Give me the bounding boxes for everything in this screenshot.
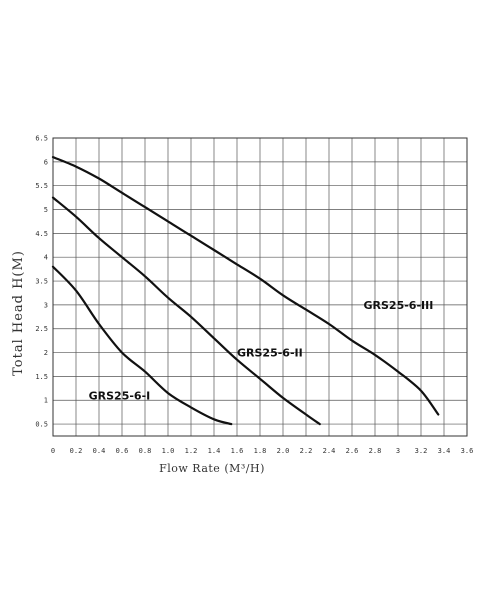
x-tick-label: 2.0	[277, 447, 290, 455]
y-tick-label: 0.5	[35, 421, 48, 429]
y-tick-label: 2	[44, 349, 48, 357]
x-tick-label: 3.4	[438, 447, 451, 455]
x-tick-label: 0.8	[139, 447, 152, 455]
x-tick-label: 1.4	[208, 447, 221, 455]
x-axis-title: Flow Rate (M³/H)	[159, 462, 265, 475]
x-tick-label: 2.6	[346, 447, 359, 455]
y-axis-title: Total Head H(M)	[11, 250, 26, 376]
plot-frame	[52, 137, 468, 437]
chart-grid	[52, 137, 468, 436]
plot-border	[52, 137, 468, 437]
y-tick-label: 6	[44, 158, 48, 166]
y-tick-label: 6.5	[35, 135, 48, 143]
series-labels: GRS25-6-I GRS25-6-II GRS25-6-III	[89, 299, 434, 403]
x-tick-label: 1.6	[231, 447, 244, 455]
y-tick-label: 4	[44, 254, 48, 262]
x-tick-label: 2.2	[300, 447, 313, 455]
y-tick-label: 1	[44, 397, 48, 405]
x-tick-label: 3.6	[461, 447, 474, 455]
series-line-3	[51, 156, 440, 416]
series-line-2	[51, 196, 321, 426]
series-label-1: GRS25-6-I	[89, 389, 151, 402]
y-axis-ticks: 0.5 1 1.5 2 2.5 3 3.5 4 4.5 5 5.5 6 6.5	[35, 135, 48, 429]
x-tick-label: 1.8	[254, 447, 267, 455]
x-tick-label: 1.0	[162, 447, 175, 455]
x-tick-label: 3	[396, 447, 400, 455]
y-tick-label: 3	[44, 301, 48, 309]
series-label-2: GRS25-6-II	[237, 347, 303, 360]
x-tick-label: 0.6	[116, 447, 129, 455]
y-tick-label: 5.5	[35, 182, 48, 190]
x-tick-label: 2.4	[323, 447, 336, 455]
x-tick-label: 3.2	[415, 447, 428, 455]
x-tick-label: 0.4	[93, 447, 106, 455]
y-tick-label: 4.5	[35, 230, 48, 238]
x-tick-label: 0	[51, 447, 55, 455]
y-tick-label: 2.5	[35, 325, 48, 333]
x-tick-label: 1.2	[185, 447, 198, 455]
x-axis-ticks: 0 0.2 0.4 0.6 0.8 1.0 1.2 1.4 1.6 1.8 2.0 2.2 2.4 2.6…	[51, 447, 473, 455]
y-tick-label: 1.5	[35, 373, 48, 381]
y-tick-label: 5	[44, 206, 48, 214]
y-tick-label: 3.5	[35, 278, 48, 286]
x-tick-label: 0.2	[70, 447, 83, 455]
series-layer	[51, 156, 440, 426]
x-tick-label: 2.8	[369, 447, 382, 455]
series-label-3: GRS25-6-III	[364, 299, 434, 312]
series-line-1	[51, 265, 233, 426]
